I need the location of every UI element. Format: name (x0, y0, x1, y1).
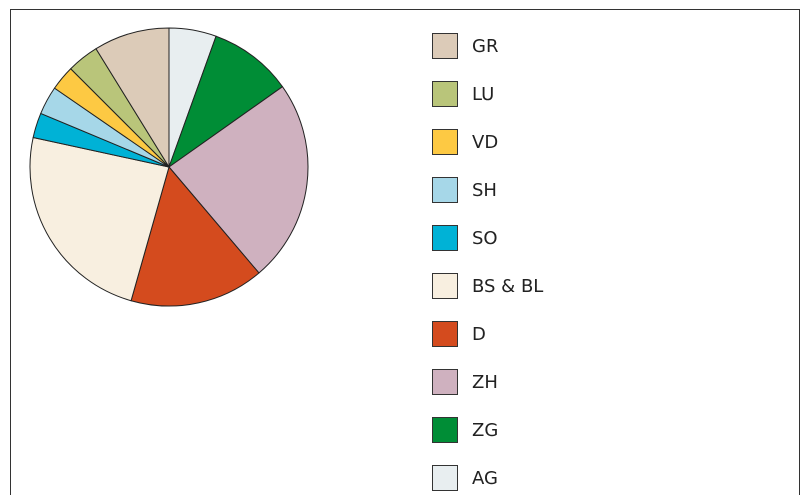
legend-swatch (432, 33, 458, 59)
legend-label: D (472, 324, 486, 345)
legend-label: SH (472, 180, 497, 201)
pie-slice (168, 35, 283, 168)
legend-swatch (432, 465, 458, 491)
legend-swatch (432, 81, 458, 107)
legend-swatch (432, 129, 458, 155)
legend-label: BS & BL (472, 276, 543, 297)
pie-slice (168, 86, 309, 274)
legend-label: AG (472, 468, 498, 489)
legend-swatch (432, 273, 458, 299)
legend-swatch (432, 321, 458, 347)
legend-swatch (432, 177, 458, 203)
legend-label: SO (472, 228, 498, 249)
pie-slice (130, 166, 260, 307)
legend-label: LU (472, 84, 494, 105)
pie-slice (95, 27, 170, 168)
pie-slice (29, 137, 170, 302)
legend-label: VD (472, 132, 498, 153)
legend-label: ZH (472, 372, 498, 393)
legend-label: GR (472, 36, 498, 57)
legend-swatch (432, 417, 458, 443)
legend-swatch (432, 225, 458, 251)
legend-label: ZG (472, 420, 498, 441)
legend-swatch (432, 369, 458, 395)
